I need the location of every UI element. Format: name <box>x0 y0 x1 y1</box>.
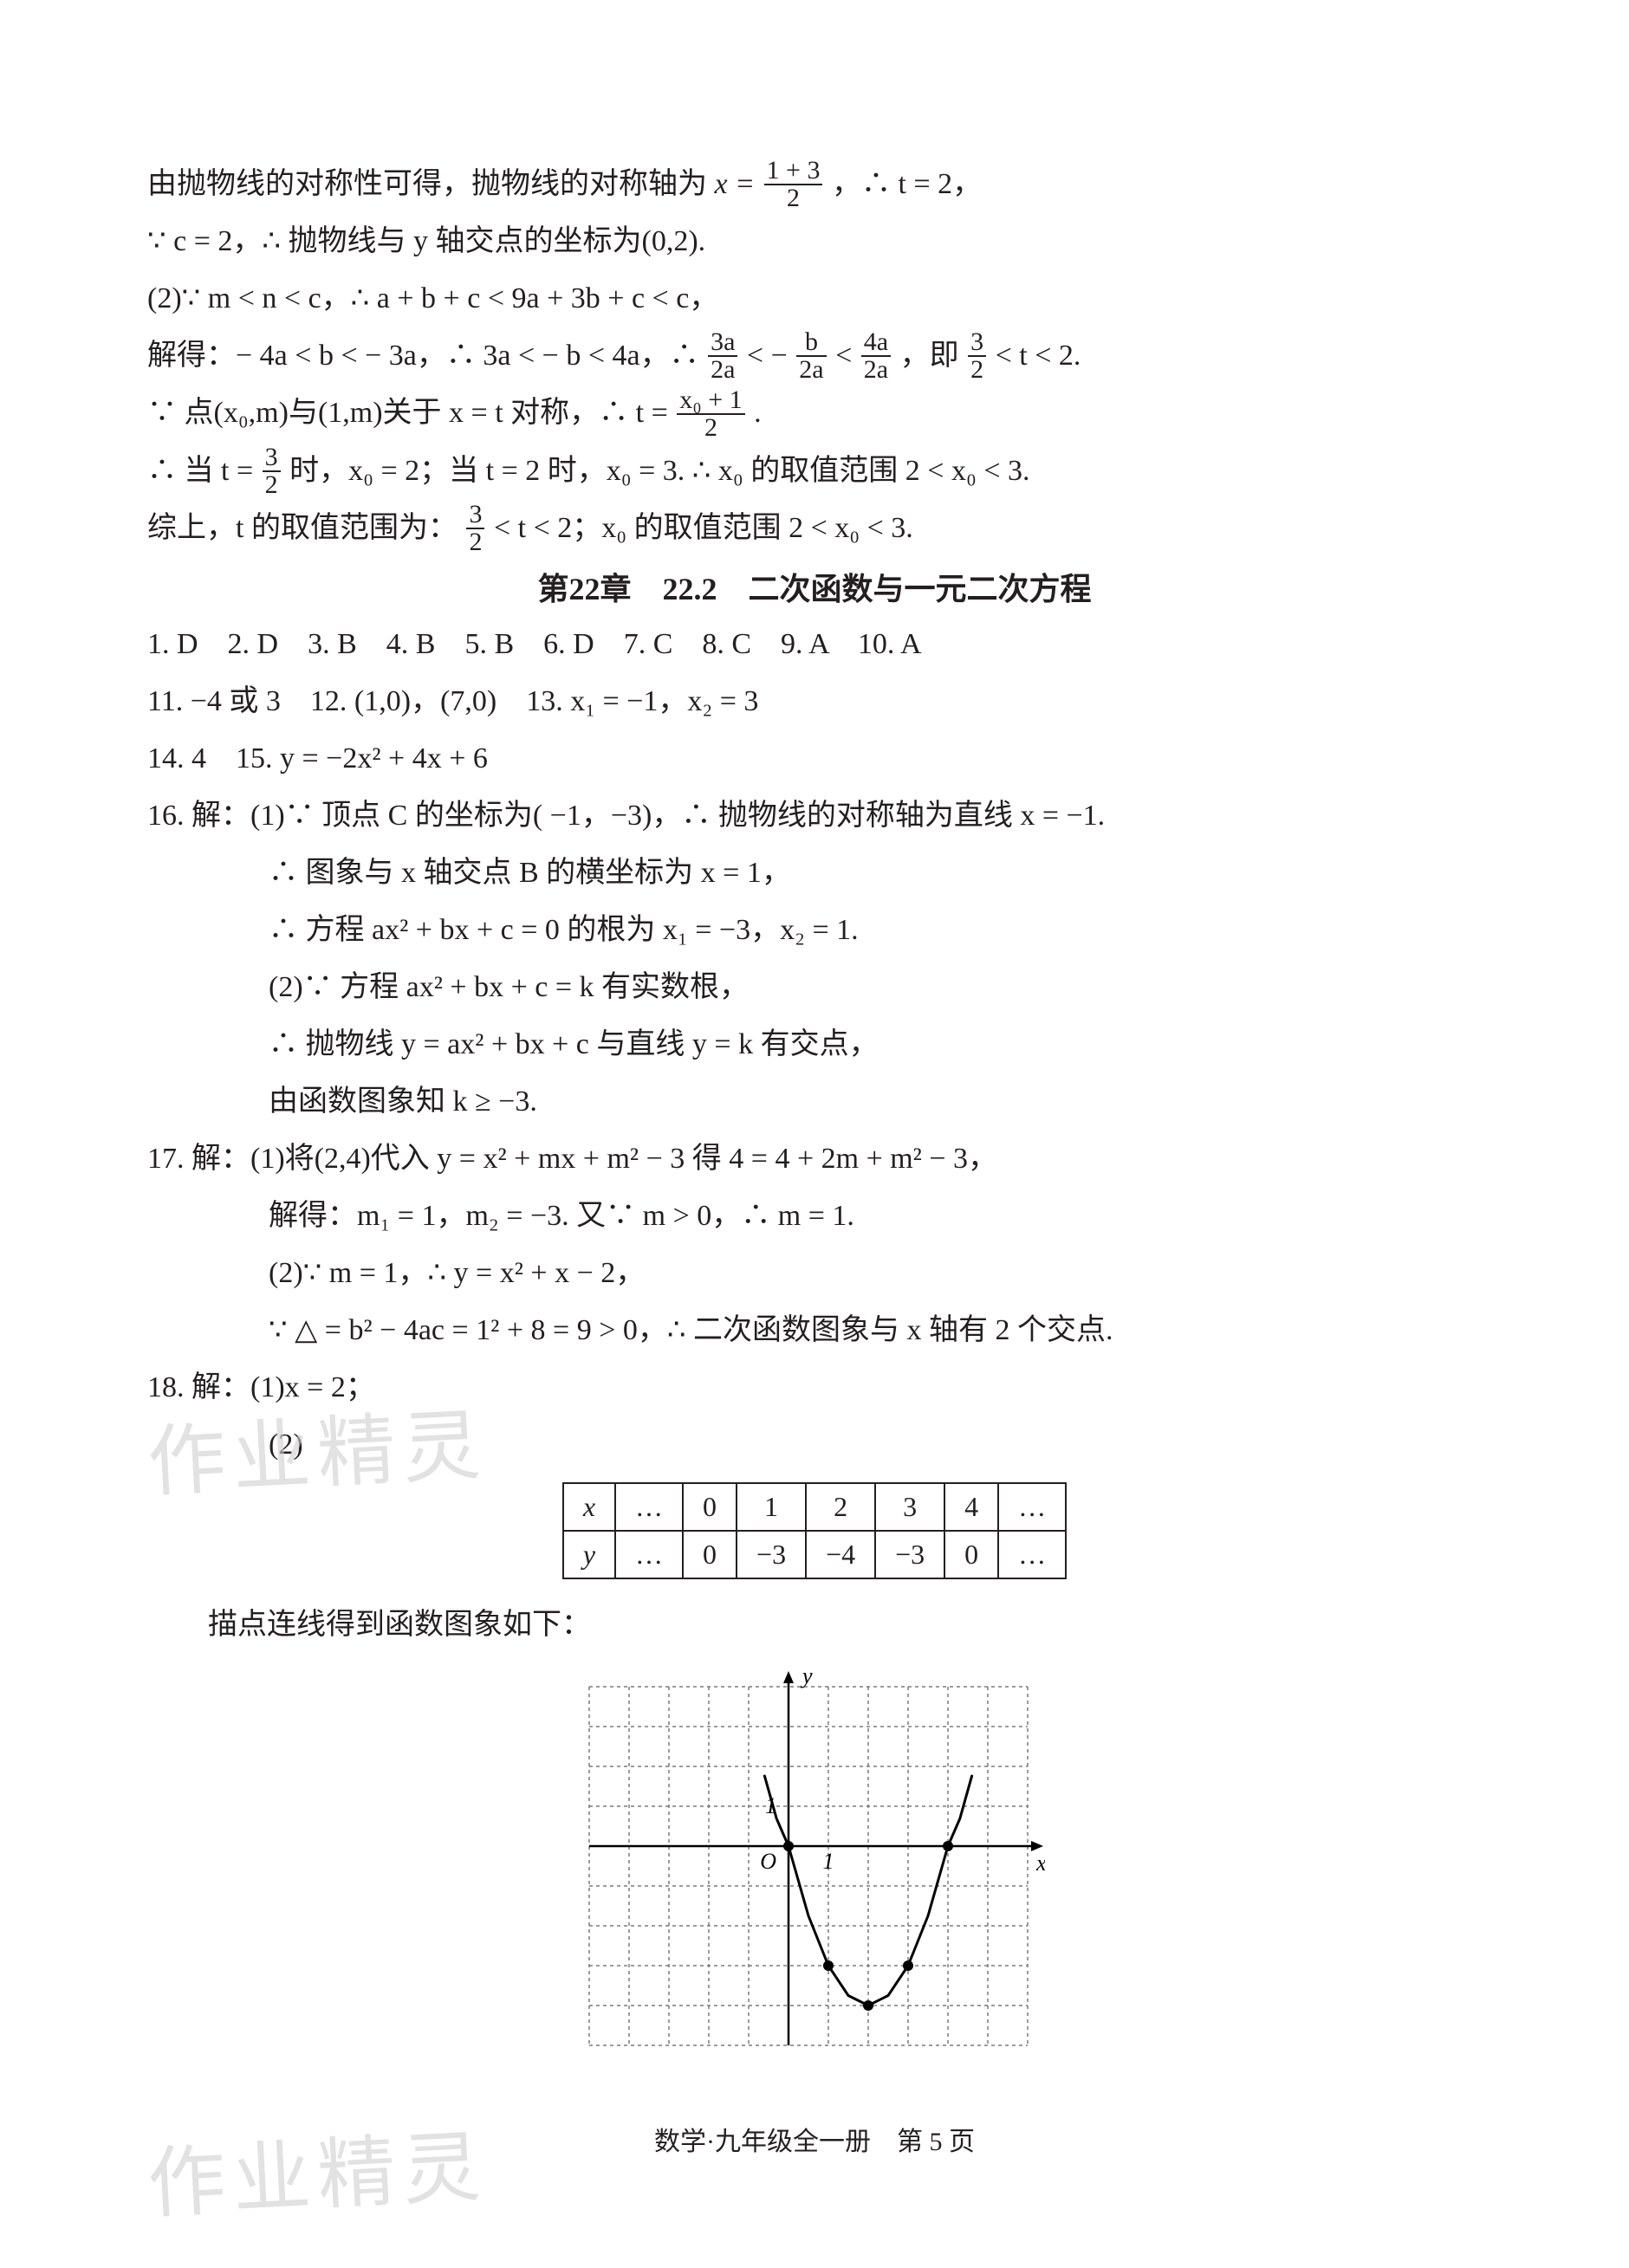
svg-text:1: 1 <box>823 1849 834 1874</box>
text: ，即 <box>900 340 959 372</box>
denominator: 2a <box>796 355 826 383</box>
fraction: b2a <box>796 329 826 383</box>
answers-3: 14. 4 15. y = −2x² + 4x + 6 <box>147 730 1482 787</box>
text: < <box>835 340 860 372</box>
denominator: 2a <box>861 355 891 383</box>
svg-text:O: O <box>760 1849 776 1874</box>
denominator: 2a <box>708 355 737 383</box>
table-cell: … <box>615 1531 683 1578</box>
denominator: 2 <box>677 413 744 441</box>
denominator: 2 <box>968 355 986 383</box>
xy-table: x … 0 1 2 3 4 … y … 0 −3 −4 −3 0 … <box>562 1482 1067 1579</box>
p16-c: ∴ 方程 ax² + bx + c = 0 的根为 x₁ = −3，x₂ = 1… <box>147 902 1482 959</box>
section-title: 第22章 22.2 二次函数与一元二次方程 <box>147 564 1482 609</box>
line-1: 由抛物线的对称性可得，抛物线的对称轴为 x = 1 + 3 2 ，∴ t = 2… <box>147 156 1482 213</box>
chart-svg: xyO11 <box>572 1669 1045 2063</box>
line-4: 解得：− 4a < b < − 3a，∴ 3a < − b < 4a，∴ 3a2… <box>147 327 1482 385</box>
table-cell: 0 <box>683 1531 737 1578</box>
line-5: ∵ 点(x₀,m)与(1,m)关于 x = t 对称，∴ t = x₀ + 12… <box>147 385 1482 442</box>
denominator: 2 <box>466 528 484 555</box>
parabola-chart: xyO11 <box>572 1669 1057 2085</box>
table-cell: 0 <box>683 1483 737 1531</box>
fraction: 32 <box>968 329 986 383</box>
text: x = <box>715 168 763 200</box>
fraction: 32 <box>263 444 281 498</box>
line-6: ∴ 当 t = 32 时，x₀ = 2；当 t = 2 时，x₀ = 3. ∴ … <box>147 443 1482 500</box>
numerator: 3a <box>708 329 737 355</box>
p16-f: 由函数图象知 k ≥ −3. <box>147 1073 1482 1131</box>
p17-a: 17. 解：(1)将(2,4)代入 y = x² + mx + m² − 3 得… <box>147 1131 1482 1188</box>
text: ，∴ t = 2， <box>832 168 982 200</box>
p16-a: 16. 解：(1)∵ 顶点 C 的坐标为( −1，−3)，∴ 抛物线的对称轴为直… <box>147 787 1482 845</box>
p17-b: 解得：m₁ = 1，m₂ = −3. 又∵ m > 0，∴ m = 1. <box>147 1188 1482 1245</box>
table-row: x … 0 1 2 3 4 … <box>563 1483 1066 1531</box>
text: < − <box>747 340 795 372</box>
answers-1: 1. D 2. D 3. B 4. B 5. B 6. D 7. C 8. C … <box>147 616 1482 673</box>
fraction: x₀ + 12 <box>677 387 744 441</box>
numerator: 1 + 3 <box>764 158 823 184</box>
p16-b: ∴ 图象与 x 轴交点 B 的横坐标为 x = 1， <box>147 845 1482 902</box>
svg-text:y: y <box>800 1669 813 1688</box>
p18-c: 描点连线得到函数图象如下： <box>147 1597 1482 1654</box>
numerator: 3 <box>466 502 484 528</box>
p18-a: 18. 解：(1)x = 2； <box>147 1359 1482 1416</box>
text: < t < 2. <box>996 340 1081 372</box>
fraction: 4a2a <box>861 329 891 383</box>
text: 由抛物线的对称性可得，抛物线的对称轴为 <box>147 168 715 200</box>
numerator: 4a <box>861 329 891 355</box>
table-cell: 0 <box>944 1531 998 1578</box>
line-2: ∵ c = 2，∴ 抛物线与 y 轴交点的坐标为(0,2). <box>147 213 1482 270</box>
answers-2: 11. −4 或 3 12. (1,0)，(7,0) 13. x₁ = −1，x… <box>147 673 1482 730</box>
table-cell: … <box>615 1483 683 1531</box>
text: < t < 2；x₀ 的取值范围 2 < x₀ < 3. <box>494 512 913 544</box>
table-cell: −4 <box>806 1531 875 1578</box>
page-footer: 数学·九年级全一册 第 5 页 <box>147 2120 1482 2158</box>
table-cell: 1 <box>737 1483 806 1531</box>
line-3: (2)∵ m < n < c，∴ a + b + c < 9a + 3b + c… <box>147 270 1482 327</box>
p18-b: (2) <box>147 1416 1482 1474</box>
text: . <box>754 397 762 429</box>
fraction: 32 <box>466 502 484 555</box>
table-cell: … <box>998 1531 1066 1578</box>
page: 由抛物线的对称性可得，抛物线的对称轴为 x = 1 + 3 2 ，∴ t = 2… <box>0 0 1629 2268</box>
text: ∴ 当 t = <box>147 455 261 487</box>
numerator: 3 <box>968 329 986 355</box>
text: 综上，t 的取值范围为： <box>147 512 458 544</box>
p16-e: ∴ 抛物线 y = ax² + bx + c 与直线 y = k 有交点， <box>147 1016 1482 1073</box>
fraction: 1 + 3 2 <box>764 158 823 211</box>
table-row: y … 0 −3 −4 −3 0 … <box>563 1531 1066 1578</box>
table-cell: x <box>563 1483 615 1531</box>
denominator: 2 <box>764 184 823 211</box>
text: ∵ 点(x₀,m)与(1,m)关于 x = t 对称，∴ t = <box>147 397 675 429</box>
fraction: 3a2a <box>708 329 737 383</box>
numerator: x₀ + 1 <box>677 387 744 413</box>
text: 时，x₀ = 2；当 t = 2 时，x₀ = 3. ∴ x₀ 的取值范围 2 … <box>289 455 1029 487</box>
table-cell: 4 <box>944 1483 998 1531</box>
numerator: b <box>796 329 826 355</box>
table-cell: 2 <box>806 1483 875 1531</box>
text: 解得：− 4a < b < − 3a，∴ 3a < − b < 4a，∴ <box>147 340 706 372</box>
p16-d: (2)∵ 方程 ax² + bx + c = k 有实数根， <box>147 959 1482 1016</box>
line-7: 综上，t 的取值范围为： 32 < t < 2；x₀ 的取值范围 2 < x₀ … <box>147 500 1482 557</box>
table-cell: … <box>998 1483 1066 1531</box>
table-cell: −3 <box>737 1531 806 1578</box>
svg-text:x: x <box>1035 1850 1045 1876</box>
table-cell: −3 <box>875 1531 944 1578</box>
table-cell: 3 <box>875 1483 944 1531</box>
numerator: 3 <box>263 444 281 470</box>
denominator: 2 <box>263 470 281 498</box>
p17-c: (2)∵ m = 1，∴ y = x² + x − 2， <box>147 1245 1482 1302</box>
table-cell: y <box>563 1531 615 1578</box>
p17-d: ∵ △ = b² − 4ac = 1² + 8 = 9 > 0，∴ 二次函数图象… <box>147 1302 1482 1359</box>
